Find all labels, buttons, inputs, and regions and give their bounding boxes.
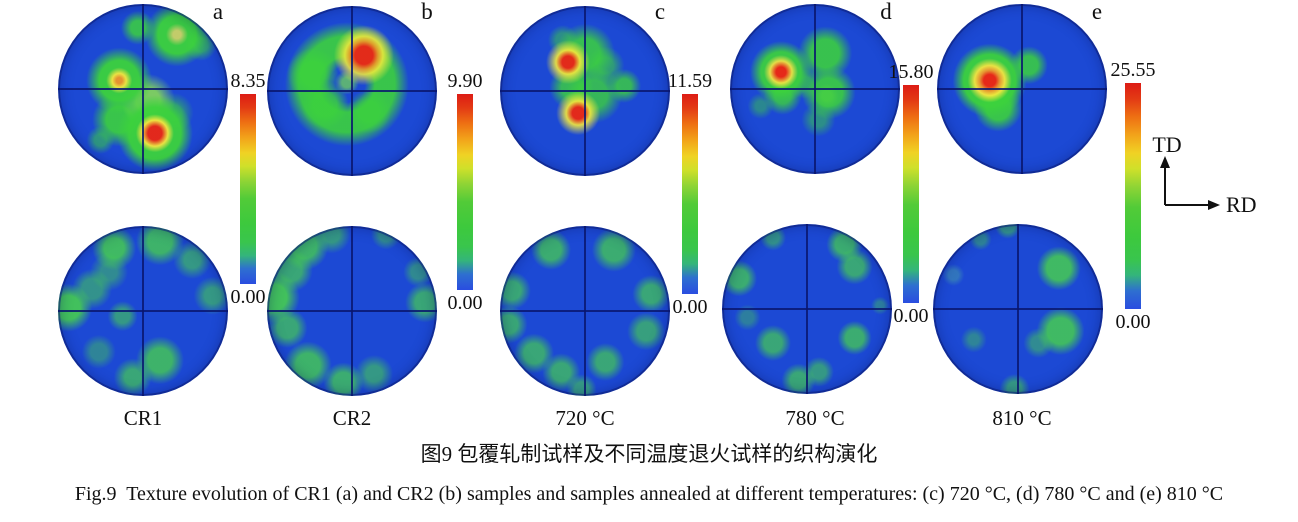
crosshair-horizontal: [933, 308, 1103, 310]
pole-figure-b-top: [267, 6, 437, 176]
colorbar-gradient: [1125, 83, 1141, 309]
colorbar-gradient: [240, 94, 256, 284]
panel-letter-d: d: [880, 0, 892, 24]
colorbar-max-label: 11.59: [667, 70, 713, 92]
sample-label-e: 810 °C: [992, 406, 1052, 430]
sample-label-d: 780 °C: [785, 406, 845, 430]
panel-letter-b: b: [421, 0, 433, 24]
sample-label-b: CR2: [332, 406, 372, 430]
panel-letter-e: e: [1091, 0, 1103, 24]
sample-label-a: CR1: [123, 406, 163, 430]
colorbar-max-label: 15.80: [888, 61, 934, 83]
colorbar-gradient: [903, 85, 919, 303]
crosshair-horizontal: [267, 310, 437, 312]
colorbar-gradient: [457, 94, 473, 290]
colorbar-d: 15.80 0.00: [881, 61, 941, 327]
colorbar-min-label: 0.00: [672, 296, 708, 318]
pole-figure-e-top: [937, 4, 1107, 174]
colorbar-min-label: 0.00: [447, 292, 483, 314]
crosshair-horizontal: [58, 310, 228, 312]
pole-figure-e-bottom: [933, 224, 1103, 394]
colorbar-min-label: 0.00: [1115, 311, 1151, 333]
colorbar-max-label: 8.35: [230, 70, 266, 92]
td-arrowhead-icon: [1160, 156, 1170, 168]
sample-label-c: 720 °C: [555, 406, 615, 430]
colorbar-c: 11.59 0.00: [660, 70, 720, 318]
crosshair-horizontal: [937, 88, 1107, 90]
pole-figure-a-top: [58, 4, 228, 174]
pole-figure-c-top: [500, 6, 670, 176]
panel-letter-a: a: [212, 0, 224, 24]
colorbar-max-label: 9.90: [447, 70, 483, 92]
crosshair-horizontal: [58, 88, 228, 90]
colorbar-max-label: 25.55: [1110, 59, 1156, 81]
colorbar-a: 8.35 0.00: [218, 70, 278, 308]
caption-english: Fig.9 Texture evolution of CR1 (a) and C…: [74, 483, 1224, 505]
crosshair-horizontal: [500, 90, 670, 92]
panel-letter-c: c: [654, 0, 666, 24]
pole-figure-d-top: [730, 4, 900, 174]
caption-chinese: 图9 包覆轧制试样及不同温度退火试样的织构演化: [420, 442, 878, 466]
crosshair-horizontal: [730, 88, 900, 90]
colorbar-min-label: 0.00: [230, 286, 266, 308]
colorbar-min-label: 0.00: [893, 305, 929, 327]
colorbar-gradient: [682, 94, 698, 294]
td-axis-label: TD: [1152, 132, 1181, 157]
crosshair-horizontal: [267, 90, 437, 92]
colorbar-e: 25.55 0.00: [1103, 59, 1163, 333]
crosshair-horizontal: [500, 310, 670, 312]
td-rd-axes: TD RD: [1152, 132, 1257, 217]
crosshair-horizontal: [722, 308, 892, 310]
pole-figure-a-bottom: [58, 226, 228, 396]
pole-figure-c-bottom: [500, 226, 670, 396]
rd-axis-label: RD: [1226, 192, 1257, 217]
colorbar-b: 9.90 0.00: [435, 70, 495, 314]
pole-figure-d-bottom: [722, 224, 892, 394]
pole-figure-b-bottom: [267, 226, 437, 396]
rd-arrowhead-icon: [1208, 200, 1220, 210]
